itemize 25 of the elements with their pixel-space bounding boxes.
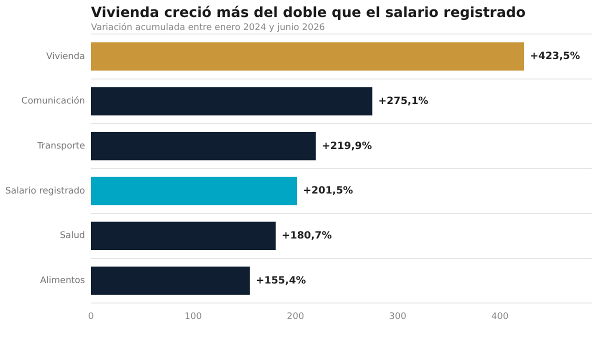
data-label: +180,7%: [282, 230, 332, 242]
data-label: +423,5%: [530, 51, 580, 62]
y-tick-label: Transporte: [36, 142, 86, 152]
data-label: +275,1%: [378, 96, 428, 107]
y-tick-label: Comunicación: [21, 96, 85, 107]
data-label: +201,5%: [303, 186, 354, 197]
x-tick-label: 400: [491, 312, 509, 322]
data-label: +155,4%: [256, 275, 306, 286]
bar: [91, 42, 524, 71]
x-tick-label: 0: [88, 312, 94, 322]
y-tick-label: Salud: [60, 231, 85, 242]
bar: [91, 132, 316, 160]
bar: [91, 176, 298, 206]
chart-subtitle: Variación acumulada entre enero 2024 y junio 2026: [91, 23, 325, 33]
x-tick-label: 200: [286, 312, 304, 322]
data-label: +219,9%: [322, 140, 372, 152]
bar: [91, 87, 372, 116]
y-tick-label: Vivienda: [46, 52, 85, 62]
bar: [91, 222, 276, 250]
y-tick-label: Alimentos: [40, 276, 86, 286]
bar: [91, 266, 250, 295]
x-tick-label: 300: [389, 312, 407, 322]
x-tick-label: 100: [184, 312, 202, 322]
chart-title: Vivienda creció más del doble que el salario registrado: [91, 5, 526, 21]
y-tick-label: Salario registrado: [5, 186, 86, 196]
